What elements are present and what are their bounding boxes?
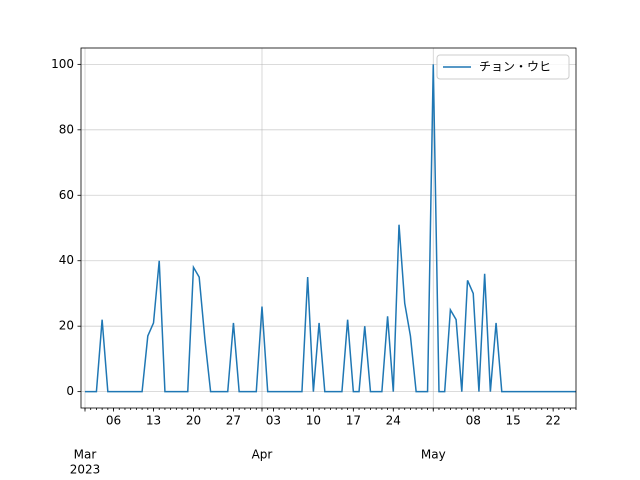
x-year-label: 2023 [70, 463, 101, 477]
y-tick-label: 0 [66, 384, 74, 398]
x-tick-label: 24 [386, 414, 401, 428]
x-tick-label: 17 [346, 414, 361, 428]
x-major-label: May [421, 448, 446, 462]
y-tick-label: 100 [51, 57, 74, 71]
x-tick-label: 13 [146, 414, 161, 428]
y-tick-label: 20 [59, 319, 74, 333]
x-tick-label: 06 [106, 414, 121, 428]
series-line [85, 64, 576, 393]
x-tick-label: 03 [266, 414, 281, 428]
x-major-label: Mar [74, 448, 97, 462]
y-tick-label: 80 [59, 122, 74, 136]
x-tick-label: 15 [506, 414, 521, 428]
x-tick-label: 22 [546, 414, 561, 428]
x-major-label: Apr [252, 448, 273, 462]
x-tick-label: 08 [466, 414, 481, 428]
legend-box [436, 54, 570, 80]
x-tick-label: 10 [306, 414, 321, 428]
y-tick-label: 60 [59, 188, 74, 202]
y-tick-label: 40 [59, 253, 74, 267]
legend-label: チョン・ウヒ [479, 60, 551, 74]
plot-frame [80, 47, 577, 409]
x-tick-label: 27 [226, 414, 241, 428]
x-tick-label: 20 [186, 414, 201, 428]
